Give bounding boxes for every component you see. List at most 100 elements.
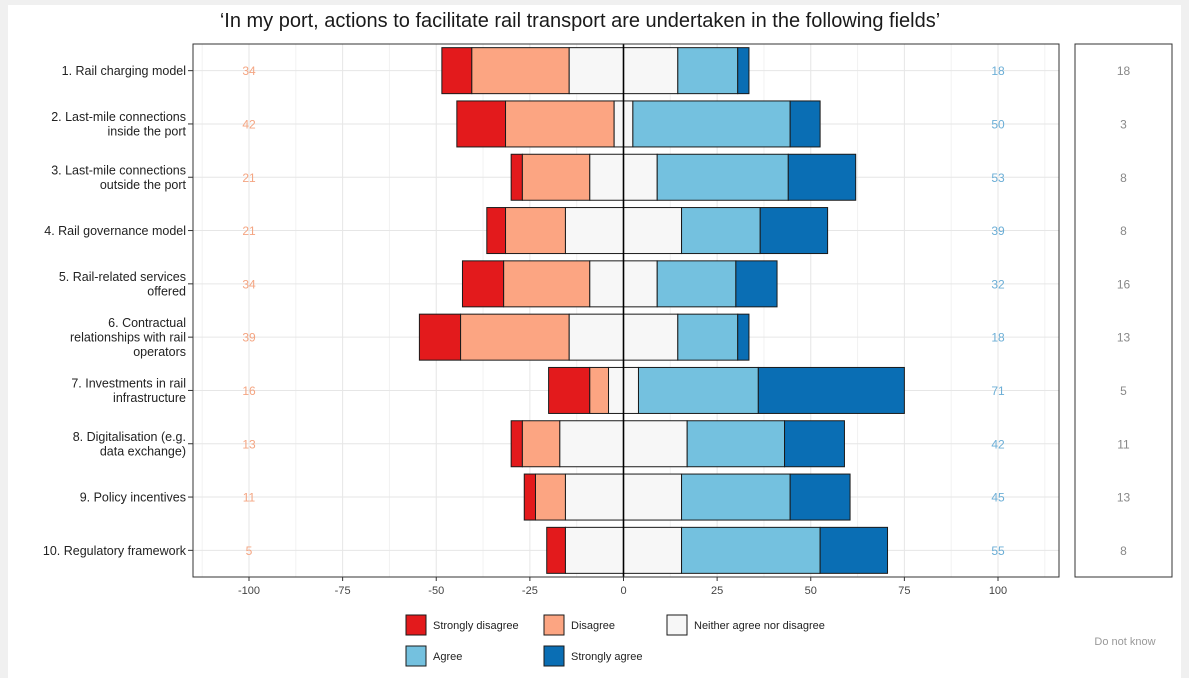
bar-agree [686, 420, 786, 468]
do-not-know-panel [1075, 44, 1172, 577]
legend-label: Neither agree nor disagree [694, 620, 825, 632]
bar-strongly-agree [789, 473, 851, 521]
disagree-total-label: 21 [242, 224, 256, 238]
disagree-total-label: 21 [242, 171, 256, 185]
do-not-know-value: 16 [1117, 277, 1131, 291]
bar-neutral-right [623, 473, 683, 521]
bar-neutral-right [623, 313, 679, 361]
category-label: 4. Rail governance model [44, 224, 186, 238]
bar-strongly-disagree [441, 47, 473, 95]
agree-total-label: 18 [991, 64, 1005, 78]
do-not-know-value: 13 [1117, 331, 1131, 345]
legend-swatch [666, 614, 688, 636]
agree-total-label: 71 [991, 384, 1005, 398]
x-tick-label: -100 [238, 585, 260, 597]
bar-strongly-disagree [456, 100, 507, 148]
category-label: 1. Rail charging model [62, 64, 186, 78]
bar-strongly-agree [737, 313, 750, 361]
bar-neutral-left [613, 100, 625, 148]
bars [192, 43, 1173, 578]
plot-border [192, 43, 1060, 578]
category-label: 2. Last-mile connections inside the port [51, 110, 186, 139]
agree-total-label: 32 [991, 277, 1005, 291]
bar-neutral-left [589, 153, 624, 201]
bar-strongly-disagree [418, 313, 462, 361]
bar-agree [637, 366, 759, 414]
bar-strongly-disagree [486, 207, 507, 255]
bar-strongly-agree [789, 100, 821, 148]
do-not-know-value: 3 [1120, 117, 1127, 131]
bar-strongly-disagree [523, 473, 536, 521]
bar-disagree [460, 313, 570, 361]
do-not-know-value: 11 [1117, 437, 1130, 451]
x-tick-label: 50 [805, 585, 817, 597]
disagree-total-label: 11 [243, 491, 256, 505]
do-not-know-value: 13 [1117, 491, 1131, 505]
legend-swatch [543, 614, 565, 636]
bar-strongly-agree [737, 47, 750, 95]
agree-total-label: 45 [991, 491, 1005, 505]
bar-strongly-disagree [461, 260, 505, 308]
do-not-know-border [1074, 43, 1173, 578]
bar-strongly-disagree [510, 420, 523, 468]
bar-neutral-right [623, 260, 658, 308]
bar-agree [656, 260, 737, 308]
bar-strongly-agree [819, 526, 889, 574]
category-label: 3. Last-mile connections outside the port [51, 164, 186, 193]
legend-swatch [405, 614, 427, 636]
x-tick-label: 25 [711, 585, 723, 597]
disagree-total-label: 13 [242, 437, 256, 451]
bar-neutral-left [568, 313, 625, 361]
category-label: 9. Policy incentives [80, 491, 186, 505]
bar-neutral-right [623, 207, 683, 255]
legend-label: Strongly agree [571, 651, 643, 663]
category-label: 7. Investments in rail infrastructure [71, 377, 186, 406]
bar-neutral-left [564, 526, 625, 574]
bar-strongly-disagree [510, 153, 523, 201]
agree-total-label: 42 [991, 437, 1005, 451]
bar-agree [656, 153, 789, 201]
bar-neutral-left [608, 366, 625, 414]
x-tick-label: -25 [522, 585, 538, 597]
bar-agree [681, 473, 791, 521]
do-not-know-value: 18 [1117, 64, 1131, 78]
disagree-total-label: 39 [242, 331, 256, 345]
legend: Strongly disagree Disagree Neither agree n… [405, 614, 1156, 667]
agree-total-label: 39 [991, 224, 1005, 238]
bar-disagree [505, 207, 566, 255]
category-label: 8. Digitalisation (e.g. data exchange) [73, 430, 186, 459]
bar-neutral-right [623, 47, 679, 95]
bar-neutral-left [564, 473, 625, 521]
bar-agree [681, 526, 821, 574]
bar-neutral-right [623, 526, 683, 574]
bar-strongly-agree [757, 366, 905, 414]
bar-neutral-left [559, 420, 625, 468]
labels: 1. Rail charging model 34 18 18 2. Last-mile… [43, 64, 1131, 597]
bar-disagree [505, 100, 615, 148]
agree-total-label: 18 [991, 331, 1005, 345]
do-not-know-value: 8 [1120, 171, 1127, 185]
bar-agree [681, 207, 761, 255]
disagree-total-label: 34 [242, 277, 256, 291]
agree-total-label: 55 [991, 544, 1005, 558]
bar-neutral-left [589, 260, 624, 308]
disagree-total-label: 5 [246, 544, 253, 558]
x-tick-label: 0 [620, 585, 626, 597]
do-not-know-label: Do not know [1094, 636, 1155, 648]
bar-strongly-agree [735, 260, 778, 308]
bar-strongly-disagree [548, 366, 591, 414]
bar-neutral-left [564, 207, 625, 255]
x-tick-label: -75 [335, 585, 351, 597]
bar-disagree [503, 260, 591, 308]
category-label: 10. Regulatory framework [43, 544, 187, 558]
bar-neutral-right [623, 100, 634, 148]
bar-neutral-right [623, 366, 639, 414]
x-tick-label: 100 [989, 585, 1007, 597]
bar-strongly-agree [784, 420, 845, 468]
bar-neutral-right [623, 153, 658, 201]
bar-agree [677, 313, 739, 361]
disagree-total-label: 34 [242, 64, 256, 78]
bar-disagree [521, 420, 561, 468]
legend-swatch [543, 645, 565, 667]
